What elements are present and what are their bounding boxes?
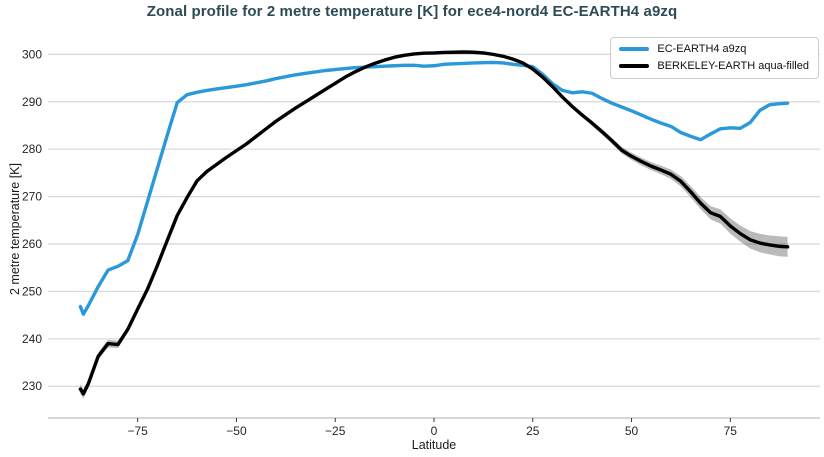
x-tick-label: 75 [724, 424, 738, 438]
x-tick-label: 0 [431, 424, 438, 438]
y-tick-label: 230 [22, 379, 42, 393]
y-tick-label: 270 [22, 190, 42, 204]
legend-swatch-ec-earth4 [619, 47, 650, 51]
legend-swatch-berkeley-earth [619, 64, 650, 68]
y-tick-label: 250 [22, 284, 42, 298]
x-tick-label: −75 [128, 424, 149, 438]
series-line-berkeley-earth [78, 50, 790, 396]
legend-item-ec-earth4: EC-EARTH4 a9zq [619, 43, 809, 55]
y-tick-label: 260 [22, 237, 42, 251]
x-axis-label: Latitude [411, 438, 457, 452]
legend-label-ec-earth4: EC-EARTH4 a9zq [657, 43, 747, 55]
x-tick-label: −25 [325, 424, 346, 438]
y-tick-label: 280 [22, 142, 42, 156]
x-tick-label: −50 [226, 424, 247, 438]
y-tick-label: 300 [22, 47, 42, 61]
legend-item-berkeley-earth: BERKELEY-EARTH aqua-filled [619, 60, 809, 72]
x-tick-label: 50 [625, 424, 639, 438]
legend: EC-EARTH4 a9zq BERKELEY-EARTH aqua-fille… [610, 37, 819, 79]
x-tick-label: 25 [526, 424, 540, 438]
y-tick-label: 290 [22, 95, 42, 109]
uncertainty-band [80, 51, 788, 399]
series-line-ec-earth4 [78, 60, 790, 316]
y-tick-label: 240 [22, 332, 42, 346]
legend-label-berkeley-earth: BERKELEY-EARTH aqua-filled [657, 60, 809, 72]
y-axis-label: 2 metre temperature [K] [8, 162, 22, 296]
chart-title: Zonal profile for 2 metre temperature [K… [146, 3, 678, 20]
